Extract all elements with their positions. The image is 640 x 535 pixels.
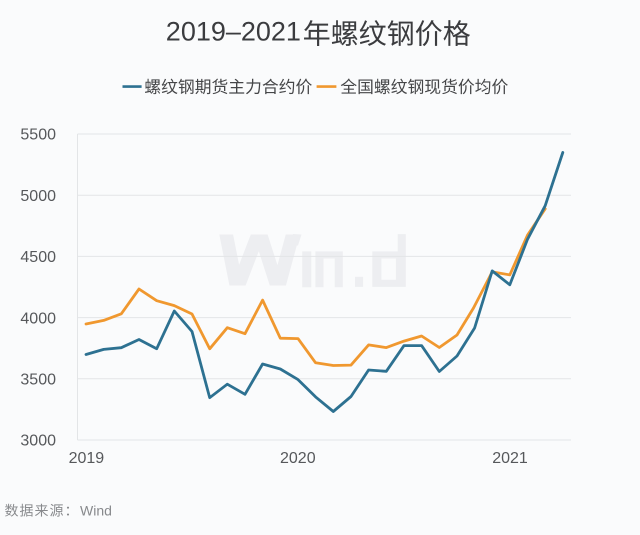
- svg-text:3500: 3500: [20, 372, 56, 389]
- svg-text:2021: 2021: [492, 450, 528, 467]
- svg-text:2019–2021: 2019–2021: [166, 17, 301, 47]
- svg-text:2020: 2020: [280, 450, 316, 467]
- svg-text:Wind: Wind: [80, 503, 112, 519]
- svg-text:4000: 4000: [20, 310, 56, 327]
- svg-text:2019: 2019: [69, 450, 105, 467]
- svg-text:4500: 4500: [20, 249, 56, 266]
- svg-text:5000: 5000: [20, 188, 56, 205]
- svg-text:3000: 3000: [20, 433, 56, 450]
- svg-text:5500: 5500: [20, 127, 56, 144]
